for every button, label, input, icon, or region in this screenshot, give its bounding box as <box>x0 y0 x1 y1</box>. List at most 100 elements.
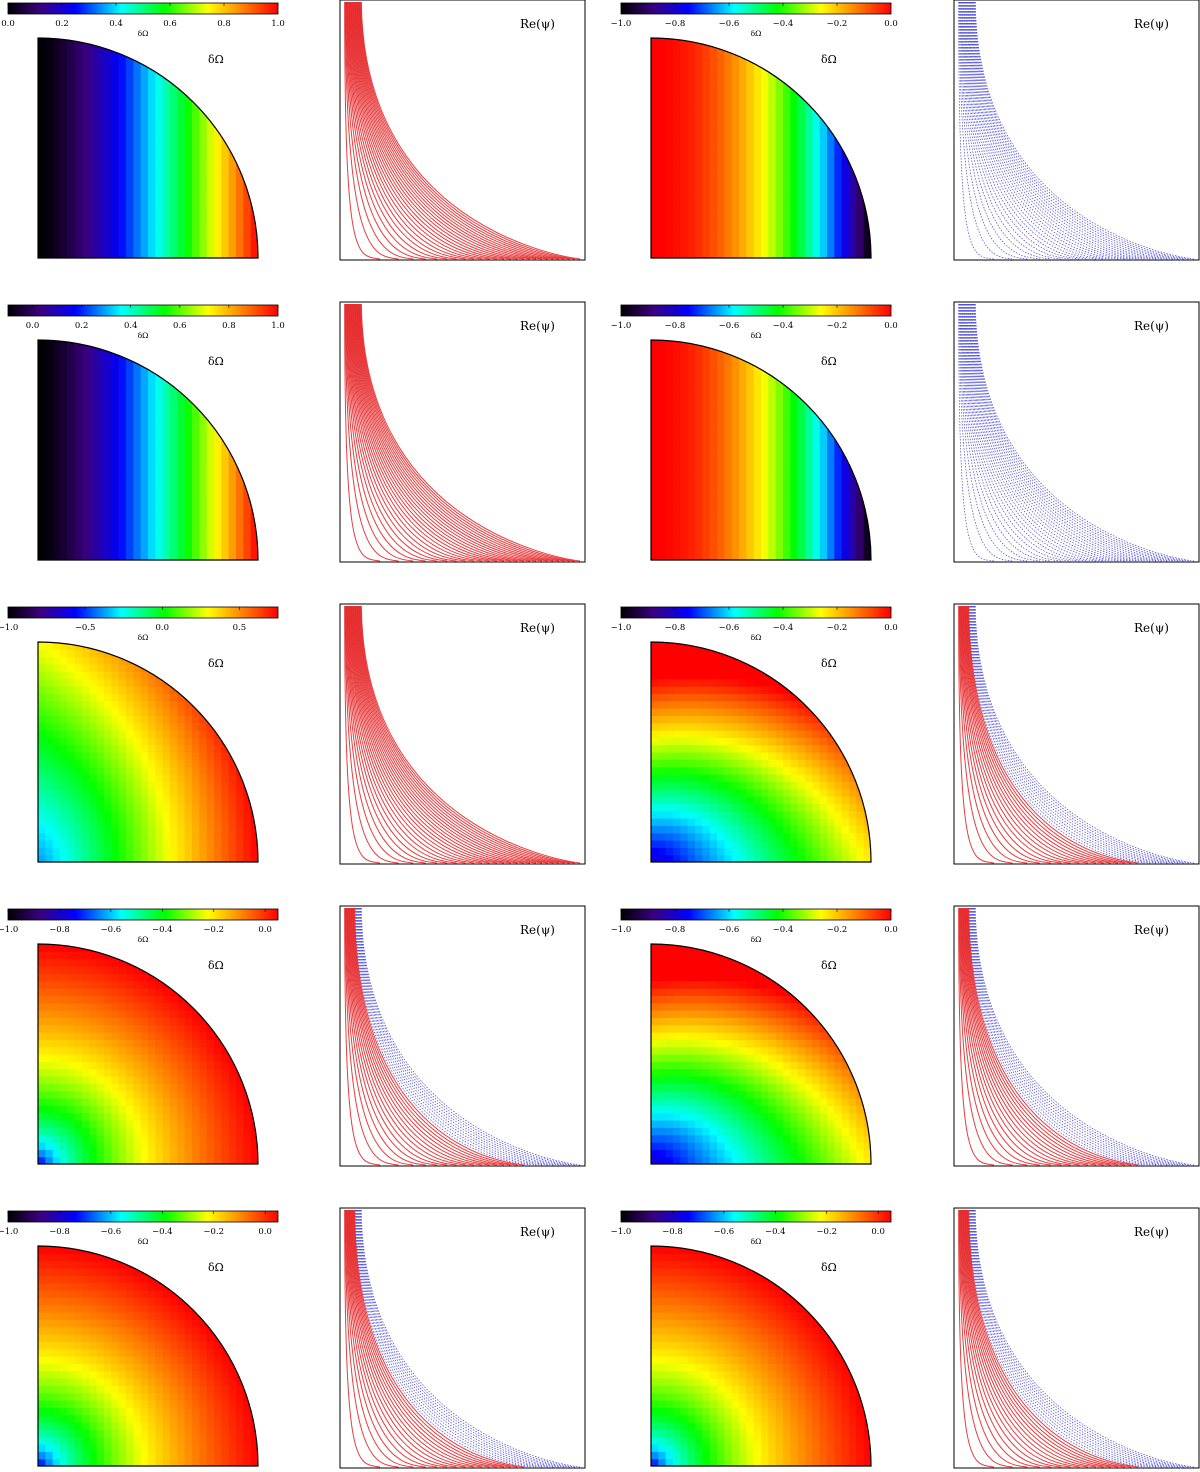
colorbar <box>7 908 279 921</box>
colorbar-label: δΩ <box>138 935 149 944</box>
psi-panel: Re(ψ) <box>339 301 586 563</box>
streamline <box>351 303 497 562</box>
streamline <box>966 1209 1118 1468</box>
quarter-disc-boundary <box>37 943 259 1165</box>
streamline <box>972 605 1179 864</box>
colorbar <box>7 2 279 15</box>
streamline <box>344 303 399 562</box>
streamline <box>352 907 504 1166</box>
streamline <box>354 1 531 260</box>
streamline <box>344 1209 399 1468</box>
colorbar-tick-label: −1.0 <box>611 925 632 935</box>
streamline <box>357 907 554 1166</box>
streamline <box>964 1 1104 260</box>
streamline <box>967 1209 1132 1468</box>
psi-panel: Re(ψ) <box>339 905 586 1167</box>
streamline <box>964 605 1096 864</box>
colorbar-tick-label: −0.4 <box>765 1227 786 1237</box>
panel-label: δΩ <box>208 1261 224 1274</box>
colorbar-tick-label: −0.8 <box>665 321 686 331</box>
streamline <box>973 1209 1184 1468</box>
streamline <box>350 303 482 562</box>
streamline <box>970 1209 1156 1468</box>
quarter-disc-boundary <box>650 1245 872 1467</box>
colorbar <box>620 2 892 15</box>
streamline <box>352 605 511 864</box>
streamline <box>344 1209 381 1468</box>
streamline <box>964 303 1104 562</box>
quarter-disc-boundary <box>37 37 259 259</box>
streamline <box>974 907 1189 1166</box>
colorbar-tick-label: 0.0 <box>871 1227 885 1237</box>
streamline <box>970 1 1156 260</box>
streamline <box>966 605 1125 864</box>
panel-label: δΩ <box>208 355 224 368</box>
colorbar-tick-label: 1.0 <box>271 321 285 331</box>
colorbar-tick-label: −0.4 <box>152 1227 173 1237</box>
streamline <box>963 1209 1088 1468</box>
colorbar-tick-label: −0.8 <box>49 1227 70 1237</box>
colorbar-tick-label: 0.2 <box>75 321 89 331</box>
colorbar-tick-label: 0.6 <box>163 19 177 29</box>
streamline <box>972 1209 1173 1468</box>
streamline <box>958 1209 1013 1468</box>
streamline <box>358 1 565 260</box>
streamline <box>962 1209 1071 1468</box>
panel-frame <box>953 1207 1200 1469</box>
colorbar-tick-label: −0.4 <box>152 925 173 935</box>
streamline <box>356 907 548 1166</box>
colorbar-label: δΩ <box>751 935 762 944</box>
colorbar-tick-label: 0.8 <box>217 19 231 29</box>
panel-frame <box>953 0 1200 261</box>
colorbar <box>620 1210 892 1223</box>
streamline <box>358 303 559 562</box>
streamline <box>960 1 1051 260</box>
streamline <box>971 303 1168 562</box>
colorbar-label: δΩ <box>138 633 149 642</box>
streamline <box>347 1 448 260</box>
omega-panel: −1.0 −0.8 −0.6 −0.4 −0.2 0.0 δΩ δΩ <box>0 908 279 1165</box>
streamline <box>960 303 1040 562</box>
streamline <box>972 1 1173 260</box>
streamline <box>964 605 1104 864</box>
streamline <box>356 1 543 260</box>
colorbar-tick-label: 0.0 <box>156 623 170 633</box>
streamline <box>960 907 1040 1166</box>
streamline <box>344 605 399 864</box>
colorbar-tick-label: −1.0 <box>0 1227 18 1237</box>
streamline <box>958 1 1013 260</box>
streamline <box>357 605 554 864</box>
streamline <box>355 303 537 562</box>
streamline <box>346 907 437 1166</box>
omega-panel: −1.0 −0.8 −0.6 −0.4 −0.2 0.0 δΩ δΩ <box>611 1210 892 1467</box>
quarter-disc-boundary <box>650 943 872 1165</box>
streamline <box>360 605 575 864</box>
colorbar-tick-label: −1.0 <box>0 623 18 633</box>
panel-label: Re(ψ) <box>520 923 555 937</box>
streamline <box>354 303 531 562</box>
streamline <box>358 605 559 864</box>
colorbar-tick-label: −0.2 <box>827 623 848 633</box>
streamline <box>967 907 1132 1166</box>
colorbar-tick-label: −1.0 <box>0 925 18 935</box>
colorbar-tick-label: −0.4 <box>773 925 794 935</box>
streamline <box>967 1 1132 260</box>
colorbar-tick-label: −0.8 <box>665 623 686 633</box>
streamline <box>353 907 518 1166</box>
streamline <box>349 605 474 864</box>
panel-frame <box>339 905 586 1167</box>
streamline <box>360 303 575 562</box>
panel-frame <box>339 603 586 865</box>
streamline <box>963 303 1088 562</box>
streamline <box>344 1 399 260</box>
streamline <box>961 1209 1062 1468</box>
streamline <box>360 1 575 260</box>
streamline <box>354 907 524 1166</box>
streamline <box>966 303 1125 562</box>
panel-label: δΩ <box>208 657 224 670</box>
streamline <box>357 1209 554 1468</box>
streamline <box>356 303 548 562</box>
streamline <box>973 605 1184 864</box>
streamline <box>960 1 1040 260</box>
streamline <box>346 303 437 562</box>
